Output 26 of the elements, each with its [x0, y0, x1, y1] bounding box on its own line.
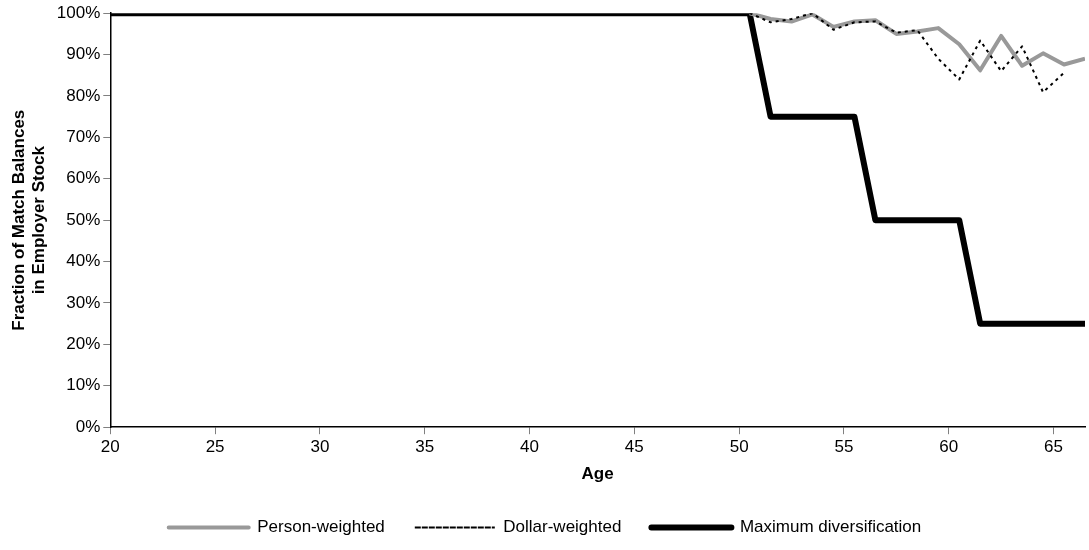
- y-axis-title: Fraction of Match Balances in Employer Stock: [8, 109, 49, 331]
- x-tick-label: 20: [100, 437, 120, 457]
- y-tick-label: 0%: [75, 416, 101, 436]
- y-tick-label: 60%: [66, 168, 101, 188]
- x-axis-title: Age: [581, 464, 614, 484]
- legend-label: Maximum diversification: [739, 517, 922, 537]
- legend-label: Dollar-weighted: [503, 517, 622, 537]
- y-tick-label: 10%: [66, 375, 101, 395]
- y-tick-label: 100%: [56, 2, 101, 22]
- x-tick-label: 45: [624, 437, 644, 457]
- x-tick-label: 50: [729, 437, 749, 457]
- y-tick-label: 90%: [66, 44, 101, 64]
- y-tick-label: 50%: [66, 209, 101, 229]
- x-tick-label: 60: [939, 437, 959, 457]
- y-tick-label: 80%: [66, 85, 101, 105]
- x-tick-label: 30: [310, 437, 330, 457]
- x-tick-label: 40: [520, 437, 539, 457]
- y-tick-label: 70%: [66, 127, 101, 147]
- x-tick-label: 65: [1044, 437, 1064, 457]
- y-tick-label: 40%: [66, 251, 101, 271]
- x-tick-label: 55: [834, 437, 854, 457]
- x-tick-label: 25: [205, 437, 225, 457]
- y-tick-label: 30%: [66, 292, 101, 312]
- y-tick-label: 20%: [66, 334, 101, 354]
- x-tick-label: 35: [415, 437, 435, 457]
- legend-label: Person-weighted: [257, 517, 385, 537]
